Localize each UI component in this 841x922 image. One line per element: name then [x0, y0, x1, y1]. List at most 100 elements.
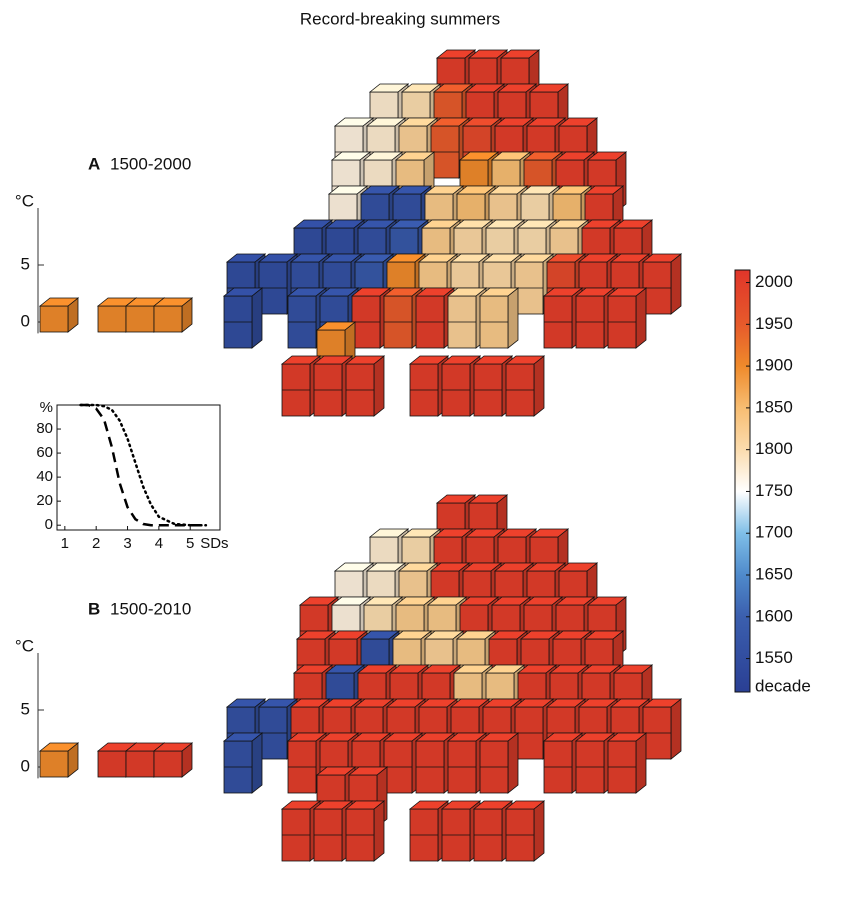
cube-top	[461, 562, 503, 572]
cube-top	[574, 287, 616, 297]
axis-unit: °C	[15, 191, 34, 210]
cube	[344, 800, 386, 862]
cube-top	[557, 117, 599, 127]
cube-top	[609, 698, 651, 708]
cube-top	[484, 219, 526, 229]
cube-top	[641, 698, 683, 708]
series-line	[79, 403, 208, 527]
cube-top	[344, 355, 386, 365]
cube-top	[289, 698, 331, 708]
cube-top	[312, 800, 354, 810]
cube-top	[525, 117, 567, 127]
cube-top	[362, 151, 404, 161]
cube	[641, 698, 683, 760]
cube-top	[362, 596, 404, 606]
cube-top	[225, 698, 267, 708]
y-tick-label: 40	[36, 468, 53, 485]
cube-top	[487, 630, 529, 640]
cube-top	[583, 185, 625, 195]
cube-top	[391, 630, 433, 640]
cube-top	[557, 562, 599, 572]
cube-top	[513, 698, 555, 708]
cube-top	[496, 83, 538, 93]
panel-period: 1500-2000	[110, 154, 191, 173]
cube-top	[394, 151, 436, 161]
cube-top	[400, 83, 442, 93]
cube	[641, 253, 683, 315]
cube-top	[350, 732, 392, 742]
cube-top	[435, 49, 477, 59]
cube-top	[586, 596, 628, 606]
cube-top	[397, 562, 439, 572]
x-axis-label: SDs	[200, 535, 228, 552]
cube-top	[458, 596, 500, 606]
cube-top	[388, 219, 430, 229]
colorbar-label: decade	[755, 676, 811, 695]
cube-top	[391, 185, 433, 195]
cube-top	[292, 219, 334, 229]
y-tick-label: 0	[21, 756, 30, 775]
cube-top	[420, 219, 462, 229]
cube-top	[612, 219, 654, 229]
cube-top	[368, 83, 410, 93]
cube-front	[125, 750, 155, 778]
cube-front	[97, 750, 127, 778]
cube-top	[257, 698, 299, 708]
cube-top	[472, 355, 514, 365]
cube	[504, 800, 546, 862]
cube-top	[554, 596, 596, 606]
cube-top	[452, 219, 494, 229]
colorbar-tick-label: 1800	[755, 439, 793, 458]
cube-top	[493, 117, 535, 127]
cube-top	[455, 185, 497, 195]
cube-side	[507, 732, 519, 794]
cube	[38, 297, 80, 333]
cube-top	[408, 355, 450, 365]
cube-top	[420, 664, 462, 674]
cube-top	[344, 800, 386, 810]
cube-top	[641, 253, 683, 263]
cube-top	[295, 630, 337, 640]
cube-side	[533, 355, 545, 417]
cube-top	[222, 732, 264, 742]
cube-side	[670, 698, 682, 760]
cube-front	[125, 305, 155, 333]
cube	[478, 732, 520, 794]
cube-top	[478, 287, 520, 297]
cube-top	[504, 355, 546, 365]
cube-top	[298, 596, 340, 606]
cube-top	[446, 287, 488, 297]
colorbar-tick-label: 1550	[755, 648, 793, 667]
y-tick-label: 0	[21, 311, 30, 330]
cube-top	[315, 321, 357, 331]
cube	[542, 732, 584, 794]
cube-top	[504, 800, 546, 810]
cube-side	[635, 732, 647, 794]
x-tick-label: 1	[61, 535, 69, 552]
colorbar-tick-label: 2000	[755, 272, 793, 291]
cube-side	[373, 800, 385, 862]
cube-top	[382, 287, 424, 297]
cube-top	[257, 253, 299, 263]
colorbar-tick-label: 1950	[755, 314, 793, 333]
cube-front	[153, 305, 183, 333]
colorbar-tick-label: 1850	[755, 397, 793, 416]
cube-top	[432, 528, 474, 538]
cube-top	[542, 732, 584, 742]
cube-top	[606, 287, 648, 297]
colorbar-tick-label: 1750	[755, 481, 793, 500]
cube-top	[612, 664, 654, 674]
cube-top	[225, 253, 267, 263]
colorbar-tick-label: 1600	[755, 606, 793, 625]
cube-top	[525, 562, 567, 572]
cube-top	[580, 219, 622, 229]
cube-front	[97, 305, 127, 333]
cube	[222, 287, 264, 349]
axis-unit: °C	[15, 636, 34, 655]
cube-top	[315, 766, 357, 776]
cube-top	[397, 117, 439, 127]
cube-top	[490, 596, 532, 606]
cube-top	[356, 664, 398, 674]
cube-top	[542, 287, 584, 297]
